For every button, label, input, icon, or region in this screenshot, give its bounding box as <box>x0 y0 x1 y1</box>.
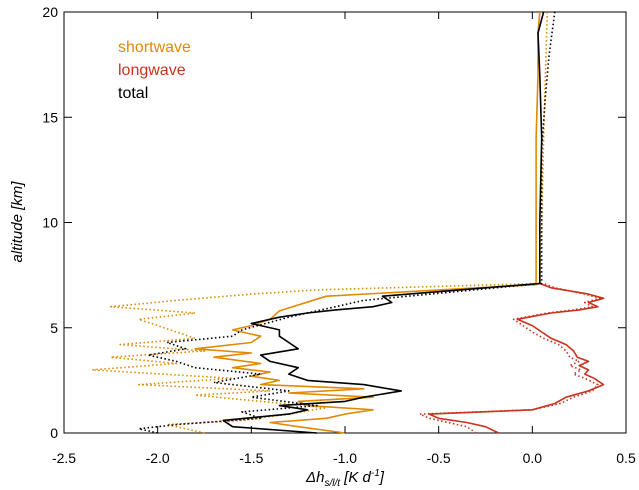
x-tick-label: -1.5 <box>239 450 263 466</box>
x-tick-label: 0.0 <box>523 450 543 466</box>
x-axis-title: Δhs/l/t [K d-1] <box>305 468 385 489</box>
series-line-total-dotted <box>138 11 556 434</box>
x-tick-label: -2.0 <box>146 450 170 466</box>
x-tick-label: -1.0 <box>333 450 357 466</box>
legend: shortwave longwave total <box>118 39 191 102</box>
x-axis-title-unit: [K d <box>340 469 372 486</box>
y-axis-title: altitude [km] <box>9 181 26 263</box>
y-tick-label: 0 <box>50 425 58 441</box>
x-axis-title-sub: s/l/t <box>324 478 341 489</box>
series-line-shortwave-dotted <box>91 11 549 434</box>
ticks-layer: -2.5 -2.0 -1.5 -1.0 -0.5 0.0 0.5 0 5 10 15 20 <box>42 4 636 466</box>
series-layer <box>91 11 605 434</box>
x-axis-title-main: Δh <box>305 469 324 486</box>
y-tick-label: 20 <box>42 4 58 20</box>
x-tick-label: -2.5 <box>52 450 76 466</box>
series-line-longwave <box>428 282 605 434</box>
x-tick-label: -0.5 <box>427 450 451 466</box>
legend-entry-total: total <box>118 85 148 102</box>
series-line-shortwave <box>194 11 541 434</box>
legend-entry-longwave: longwave <box>118 62 186 79</box>
series-line-total <box>222 11 545 434</box>
y-tick-label: 10 <box>42 215 58 231</box>
legend-entry-shortwave: shortwave <box>118 39 191 56</box>
x-axis-title-unit-sup: -1 <box>371 468 380 479</box>
y-tick-label: 5 <box>50 320 58 336</box>
x-tick-label: 0.5 <box>616 450 636 466</box>
x-axis-title-unit-close: ] <box>378 469 385 486</box>
y-tick-label: 15 <box>42 109 58 125</box>
